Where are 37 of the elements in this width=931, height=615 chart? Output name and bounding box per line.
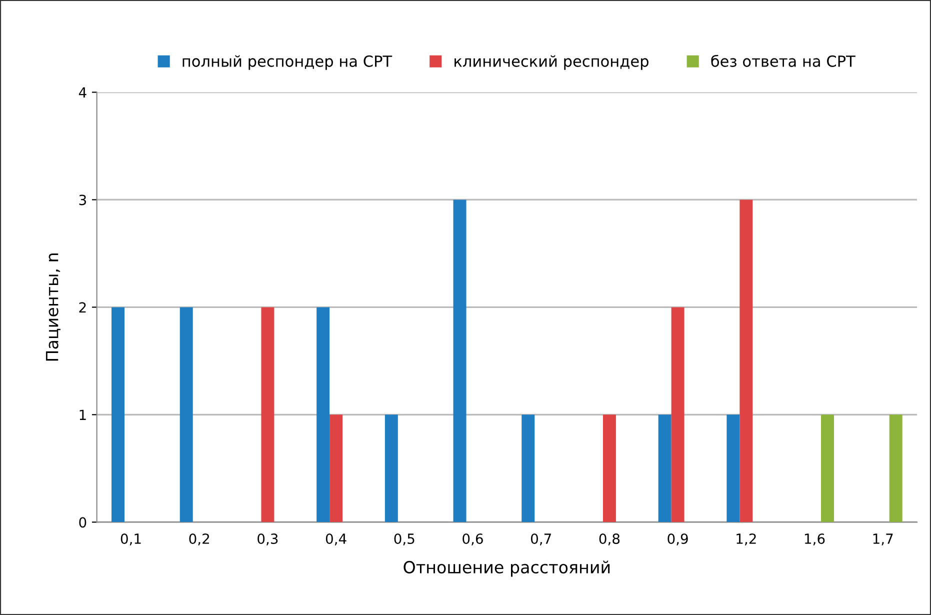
x-tick-label: 1,6 [804,533,825,546]
bar [602,414,616,522]
x-axis-title: Отношение расстояний [404,560,610,577]
bar [889,414,902,522]
bar [726,414,740,522]
y-tick-label: 3 [79,194,86,206]
y-tick-label: 2 [79,302,86,312]
bar [330,414,343,522]
y-tick-label: 1 [80,410,86,420]
x-tick-label: 1,7 [873,534,893,546]
x-tick-label: 0,5 [394,533,414,546]
legend-label: клинический респондер [454,55,648,70]
x-tick-label: 1,2 [736,533,756,546]
x-tick-label: 0,8 [599,533,620,546]
bar [316,307,330,522]
bar [453,200,466,522]
x-tick-label: 0,3 [258,533,278,546]
x-tick-label: 0,4 [326,533,346,546]
y-tick-label: 4 [78,87,86,98]
x-tick-label: 0,9 [668,533,688,546]
y-axis-title: Пациенты, n [46,254,60,361]
bar [261,307,274,522]
y-tick-label: 0 [79,517,86,528]
x-tick-label: 0,2 [189,533,210,546]
bar [384,414,398,522]
bar [112,307,125,522]
x-tick-label: 0,6 [462,533,483,546]
bar [658,414,672,522]
bar [821,414,834,522]
legend-label: без ответа на СРТ [711,54,856,67]
legend-label: полный респондер на СРТ [182,55,392,70]
bar [180,307,193,522]
bar [740,200,753,522]
x-tick-label: 0,1 [120,533,141,546]
bar [522,414,535,522]
x-tick-label: 0,7 [530,533,551,546]
bar [671,307,684,522]
